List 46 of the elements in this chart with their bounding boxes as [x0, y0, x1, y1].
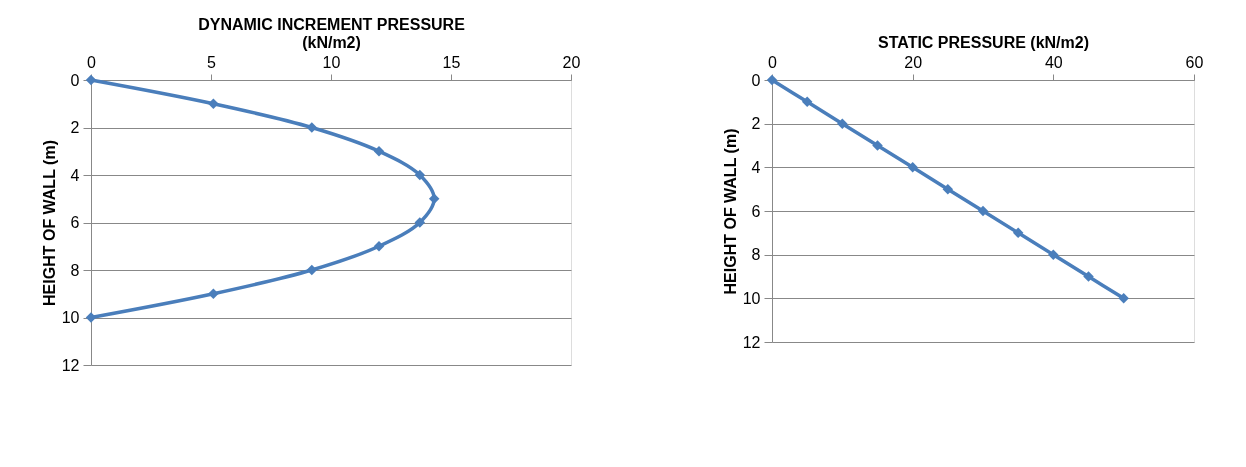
point [306, 264, 318, 276]
x-tick-label: 15 [442, 53, 461, 71]
x-tick-label: 20 [562, 53, 581, 71]
x-tick-label: 20 [904, 53, 923, 71]
point [1048, 249, 1059, 260]
point [428, 193, 440, 204]
y-axis-title: HEIGHT OF WALL (m) [40, 140, 58, 306]
point [414, 169, 426, 181]
x-tick-label: 5 [207, 53, 217, 71]
point [1118, 293, 1129, 304]
y-tick-label: 8 [70, 261, 80, 279]
point [414, 217, 426, 228]
point [306, 122, 318, 133]
y-tick-label: 10 [61, 309, 80, 326]
point [872, 140, 883, 151]
y-tick-label: 6 [70, 214, 80, 231]
y-tick-label: 0 [751, 71, 761, 89]
point [837, 118, 848, 129]
chart-title: STATIC PRESSURE (kN/m2) [878, 33, 1089, 51]
point [942, 183, 954, 195]
point [373, 146, 385, 157]
y-tick-label: 2 [70, 119, 80, 136]
y-axis-title: HEIGHT OF WALL (m) [721, 128, 739, 295]
y-tick-label: 10 [742, 289, 761, 307]
y-tick-label: 12 [61, 356, 80, 374]
y-tick-label: 2 [751, 115, 761, 133]
point [1083, 271, 1094, 282]
point [801, 96, 813, 108]
x-tick-label: 40 [1044, 53, 1063, 71]
y-tick-label: 0 [70, 71, 80, 89]
point [208, 288, 219, 299]
y-tick-label: 8 [751, 246, 761, 264]
point [1012, 227, 1024, 239]
x-tick-label: 60 [1185, 53, 1204, 71]
y-tick-label: 12 [742, 333, 761, 351]
x-tick-label: 10 [322, 53, 341, 71]
y-tick-label: 4 [751, 158, 761, 176]
point [977, 205, 989, 217]
point [373, 241, 385, 252]
point [907, 162, 918, 173]
x-tick-label: 0 [87, 53, 97, 71]
point [208, 98, 219, 109]
y-tick-label: 6 [751, 202, 761, 220]
chart-title: DYNAMIC INCREMENT PRESSURE (kN/m2) [198, 15, 466, 51]
x-tick-label: 0 [768, 53, 778, 71]
y-tick-label: 4 [70, 166, 80, 184]
